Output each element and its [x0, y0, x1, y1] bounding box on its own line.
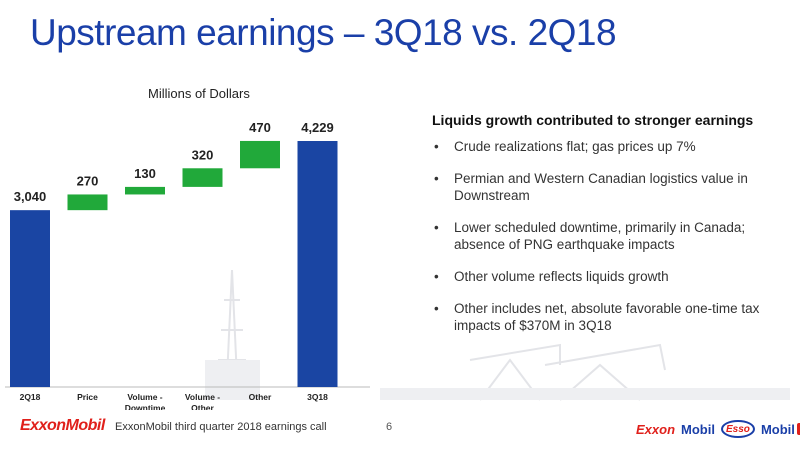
- data-label: 4,229: [301, 120, 334, 135]
- exxon-logo: Exxon: [636, 421, 676, 437]
- category-label: Volume -: [185, 392, 220, 402]
- category-label: Other: [249, 392, 272, 402]
- panel-heading: Liquids growth contributed to stronger e…: [432, 112, 754, 128]
- bullet-glyph: •: [434, 220, 439, 235]
- bullet-item: • Permian and Western Canadian logistics …: [432, 170, 777, 204]
- category-label: 2Q18: [20, 392, 41, 402]
- bullet-item: • Lower scheduled downtime, primarily in …: [432, 219, 777, 253]
- brand-logos: Exxon Mobil Esso Mobil 1: [636, 418, 800, 440]
- bullet-text: Other volume reflects liquids growth: [454, 269, 669, 284]
- bullet-list: • Crude realizations flat; gas prices up …: [432, 138, 777, 349]
- category-label: 3Q18: [307, 392, 328, 402]
- mobil1-text: Mobil: [760, 421, 795, 437]
- page-number: 6: [386, 421, 393, 433]
- exxonmobil-logo: ExxonMobil: [20, 417, 105, 434]
- bullet-text: Lower scheduled downtime, primarily in C…: [454, 220, 746, 252]
- data-label: 270: [77, 173, 99, 188]
- bullet-glyph: •: [434, 269, 439, 284]
- increase-bar: [125, 186, 165, 195]
- category-label: Price: [77, 392, 98, 402]
- mobil1-logo: Mobil 1: [761, 422, 800, 437]
- bullet-item: • Crude realizations flat; gas prices up …: [432, 138, 777, 155]
- increase-bar: [182, 168, 223, 187]
- bullet-text: Other includes net, absolute favorable o…: [454, 301, 760, 333]
- increase-bar: [67, 194, 108, 211]
- data-label: 470: [249, 120, 271, 135]
- category-label: Other: [191, 403, 214, 410]
- bullet-text: Crude realizations flat; gas prices up 7…: [454, 139, 696, 154]
- footer-caption: ExxonMobil third quarter 2018 earnings c…: [115, 421, 327, 433]
- bullet-text: Permian and Western Canadian logistics v…: [454, 171, 748, 203]
- category-label: Volume -: [127, 392, 162, 402]
- mobil-logo: Mobil: [681, 421, 715, 437]
- esso-logo: Esso: [720, 420, 755, 438]
- total-bar: [297, 141, 338, 387]
- total-bar: [10, 210, 50, 387]
- bullet-glyph: •: [434, 301, 439, 316]
- bullet-item: • Other includes net, absolute favorable …: [432, 300, 777, 334]
- increase-bar: [240, 140, 280, 169]
- data-label: 320: [192, 147, 214, 162]
- bullet-glyph: •: [434, 139, 439, 154]
- page-title: Upstream earnings – 3Q18 vs. 2Q18: [30, 12, 617, 53]
- category-label: Downtime: [125, 403, 166, 410]
- chart-subtitle: Millions of Dollars: [148, 86, 250, 101]
- bullet-glyph: •: [434, 171, 439, 186]
- bullet-item: • Other volume reflects liquids growth: [432, 268, 777, 285]
- data-label: 130: [134, 166, 156, 181]
- data-label: 3,040: [14, 189, 47, 204]
